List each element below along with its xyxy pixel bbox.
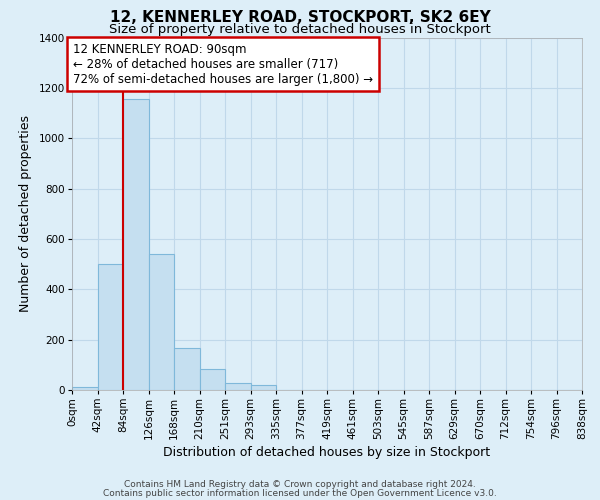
Bar <box>97 264 123 390</box>
X-axis label: Distribution of detached houses by size in Stockport: Distribution of detached houses by size … <box>163 446 491 459</box>
Bar <box>149 254 174 390</box>
Bar <box>123 99 149 390</box>
Bar <box>251 386 276 390</box>
Text: 12 KENNERLEY ROAD: 90sqm
← 28% of detached houses are smaller (717)
72% of semi-: 12 KENNERLEY ROAD: 90sqm ← 28% of detach… <box>73 42 373 86</box>
Bar <box>225 383 251 390</box>
Bar <box>72 388 97 390</box>
Y-axis label: Number of detached properties: Number of detached properties <box>19 116 32 312</box>
Text: 12, KENNERLEY ROAD, STOCKPORT, SK2 6EY: 12, KENNERLEY ROAD, STOCKPORT, SK2 6EY <box>110 10 490 25</box>
Text: Contains HM Land Registry data © Crown copyright and database right 2024.: Contains HM Land Registry data © Crown c… <box>124 480 476 489</box>
Text: Contains public sector information licensed under the Open Government Licence v3: Contains public sector information licen… <box>103 488 497 498</box>
Bar <box>174 348 199 390</box>
Text: Size of property relative to detached houses in Stockport: Size of property relative to detached ho… <box>109 22 491 36</box>
Bar <box>199 368 225 390</box>
